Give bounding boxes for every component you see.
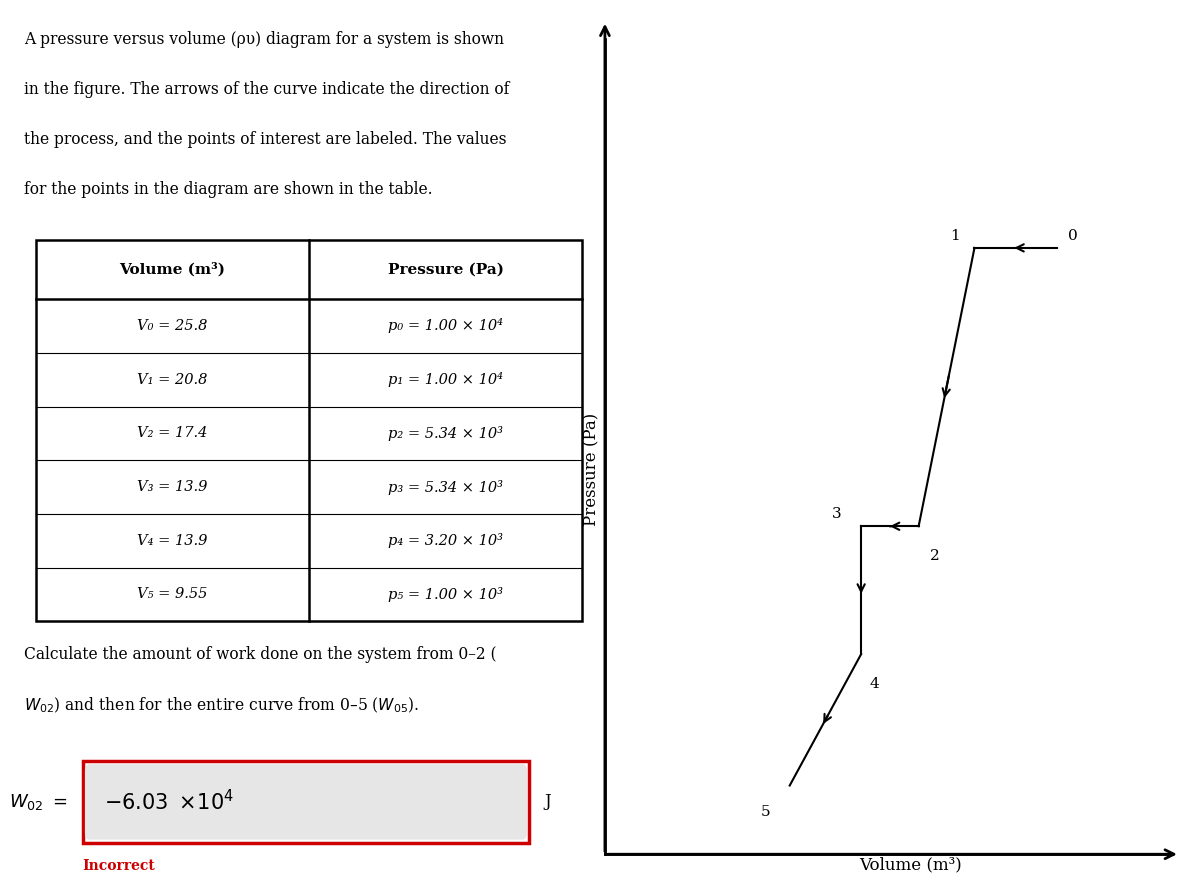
Text: V₄ = 13.9: V₄ = 13.9 [137, 534, 208, 547]
FancyBboxPatch shape [83, 761, 529, 843]
Text: $W_{02}$) and then for the entire curve from 0–5 ($W_{05}$).: $W_{02}$) and then for the entire curve … [24, 696, 419, 715]
Text: p₅ = 1.00 × 10³: p₅ = 1.00 × 10³ [388, 587, 503, 602]
Text: 0: 0 [1068, 229, 1078, 243]
Text: $-6.03\ \times\!10^4$: $-6.03\ \times\!10^4$ [104, 789, 234, 814]
Text: Pressure (Pa): Pressure (Pa) [583, 413, 600, 526]
Text: 1: 1 [950, 229, 960, 243]
Text: V₀ = 25.8: V₀ = 25.8 [137, 319, 208, 333]
Bar [36, 240, 582, 622]
Text: Volume (m³): Volume (m³) [859, 856, 961, 873]
Text: 5: 5 [761, 805, 770, 820]
Text: 2: 2 [930, 549, 940, 563]
Text: p₃ = 5.34 × 10³: p₃ = 5.34 × 10³ [388, 480, 503, 495]
Text: A pressure versus volume (ρυ) diagram for a system is shown: A pressure versus volume (ρυ) diagram fo… [24, 30, 504, 47]
Text: in the figure. The arrows of the curve indicate the direction of: in the figure. The arrows of the curve i… [24, 81, 509, 98]
Text: p₁ = 1.00 × 10⁴: p₁ = 1.00 × 10⁴ [388, 372, 503, 388]
Text: Volume (m³): Volume (m³) [119, 263, 226, 277]
Text: V₃ = 13.9: V₃ = 13.9 [137, 480, 208, 494]
Text: Incorrect: Incorrect [83, 859, 155, 872]
Text: p₂ = 5.34 × 10³: p₂ = 5.34 × 10³ [388, 426, 503, 441]
Text: 4: 4 [870, 677, 880, 691]
Text: Calculate the amount of work done on the system from 0–2 (: Calculate the amount of work done on the… [24, 646, 497, 663]
Text: J: J [544, 794, 551, 811]
Text: V₁ = 20.8: V₁ = 20.8 [137, 372, 208, 387]
Text: $W_{02}\ =$: $W_{02}\ =$ [10, 792, 68, 812]
Text: 3: 3 [832, 507, 841, 522]
Text: the process, and the points of interest are labeled. The values: the process, and the points of interest … [24, 131, 506, 148]
Text: V₅ = 9.55: V₅ = 9.55 [137, 588, 208, 602]
Text: p₀ = 1.00 × 10⁴: p₀ = 1.00 × 10⁴ [388, 319, 503, 333]
FancyBboxPatch shape [85, 764, 527, 839]
Text: V₂ = 17.4: V₂ = 17.4 [137, 426, 208, 440]
Text: p₄ = 3.20 × 10³: p₄ = 3.20 × 10³ [388, 533, 503, 548]
Text: for the points in the diagram are shown in the table.: for the points in the diagram are shown … [24, 181, 432, 198]
Text: Pressure (Pa): Pressure (Pa) [388, 263, 504, 277]
